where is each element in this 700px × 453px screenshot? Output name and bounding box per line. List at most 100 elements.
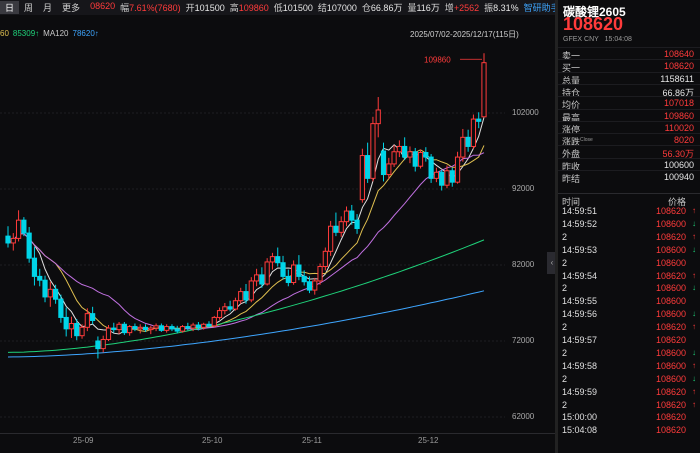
- period-tab[interactable]: 更多: [62, 3, 81, 13]
- ma-legend-item: MA120: [43, 29, 69, 38]
- tick-row: 14:59:53 108600 ↓: [558, 244, 700, 257]
- quote-field-label: 结: [317, 3, 327, 13]
- tick-direction-icon: ↓: [692, 218, 696, 228]
- period-tab[interactable]: 日: [0, 1, 20, 14]
- x-axis: 25-09 25-10 25-11 25-12: [0, 433, 555, 453]
- tick-time: 14:59:58: [562, 360, 598, 371]
- quote-row: 持仓 66.86万: [558, 83, 700, 98]
- ma-legend-item: 85309↑: [12, 29, 40, 38]
- y-tick-label: 62000: [512, 412, 535, 421]
- candle-body: [465, 136, 471, 147]
- tick-price: 108600: [655, 218, 686, 229]
- tick-time: 14:59:55: [562, 296, 598, 307]
- candle-body: [248, 280, 254, 301]
- tick-price: 108620: [655, 335, 686, 345]
- candle-body: [179, 326, 186, 332]
- candle-body: [375, 109, 381, 125]
- collapse-sidebar-button[interactable]: ‹: [547, 252, 557, 274]
- quote-field-label: 低: [273, 3, 283, 13]
- tick-row: 2 108600 ↓: [558, 282, 700, 295]
- kline-chart[interactable]: 109860: [0, 40, 545, 433]
- quote-row: 昨结 100940: [558, 170, 700, 184]
- quote-field-value: 8.31%: [493, 3, 519, 13]
- quote-value: 100940: [663, 172, 694, 182]
- candle-body: [317, 266, 323, 282]
- toolbar-button[interactable]: 智研助手: [523, 3, 560, 13]
- quote-label: 昨结: [562, 174, 581, 184]
- quote-label-sup: Close: [580, 137, 593, 144]
- candle-body: [53, 288, 59, 300]
- tick-price: 108620: [655, 270, 686, 281]
- tick-row: 14:59:56 108600 ↓: [558, 308, 700, 321]
- quote-field: 仓66.86万: [362, 1, 403, 14]
- quote-field: 增+2562: [445, 1, 479, 14]
- period-tab[interactable]: 周: [24, 3, 34, 13]
- quote-field-label: 开: [185, 3, 195, 13]
- candle-body: [417, 152, 424, 167]
- quote-field-value: 101500: [282, 3, 313, 13]
- candle-body: [68, 323, 75, 330]
- candle-body: [169, 326, 175, 330]
- period-tab[interactable]: 月: [43, 3, 53, 13]
- quote-field: 结107000: [318, 1, 357, 14]
- tick-direction-icon: ↑: [692, 231, 696, 241]
- candle-body: [79, 326, 85, 337]
- tick-direction-icon: ↓: [692, 347, 696, 357]
- candle-body: [333, 225, 339, 233]
- tick-time: 14:59:54: [562, 270, 598, 281]
- candle-body: [312, 280, 318, 291]
- candle-body: [444, 170, 450, 186]
- candle-body: [338, 221, 344, 233]
- candle-body: [253, 274, 260, 282]
- quote-value: 108620: [663, 61, 694, 72]
- quote-label: 外盘: [562, 149, 581, 160]
- candle-body: [211, 316, 217, 327]
- quote-row: 均价 107018: [558, 96, 700, 110]
- candle-body: [148, 327, 154, 331]
- ticks-header: 时间 价格: [558, 193, 700, 207]
- candle-body: [412, 151, 418, 167]
- candle-body: [142, 326, 149, 331]
- ma-legend-item: 60: [0, 29, 9, 38]
- quote-field-label: 幅: [120, 3, 130, 13]
- candle-body: [481, 62, 487, 118]
- quote-value: 1158611: [660, 73, 694, 84]
- tick-direction-icon: ↑: [692, 399, 696, 409]
- tick-direction-icon: ↓: [692, 373, 696, 383]
- quote-row: 买一 108620: [558, 59, 700, 73]
- quote-field-label: 振: [484, 3, 494, 13]
- quote-value: 110020: [664, 122, 694, 133]
- tick-row: 14:59:58 108600 ↑: [558, 360, 700, 373]
- quote-label: 总量: [562, 75, 581, 86]
- tick-time: 2: [562, 283, 568, 294]
- tick-direction-icon: ↑: [692, 270, 696, 280]
- quote-row: 昨收 100600: [558, 157, 700, 172]
- tick-price: 108620: [655, 412, 686, 423]
- candle-body: [291, 264, 297, 283]
- candle-body: [105, 327, 112, 340]
- quote-value: 109860: [663, 110, 694, 121]
- ma-legend-item: 78620↑: [72, 29, 99, 38]
- candle-body: [264, 261, 270, 285]
- quote-field-value: 109860: [238, 3, 269, 13]
- tick-price: 108600: [655, 347, 686, 358]
- candle-body: [402, 145, 408, 158]
- candle-body: [396, 145, 402, 153]
- ma-legend: 60 85309↑ MA120 78620↑: [0, 29, 99, 40]
- candle-body: [195, 324, 202, 328]
- candle-body: [158, 325, 164, 331]
- tick-row: 2 108600 ↓: [558, 373, 700, 386]
- tick-price: 108600: [655, 257, 686, 268]
- tick-direction-icon: ↓: [692, 283, 696, 293]
- candle-body: [90, 313, 96, 321]
- candle-body: [116, 323, 122, 331]
- quote-label: 卖一: [562, 51, 581, 61]
- tick-price: 108620: [655, 206, 686, 216]
- candle-body: [201, 323, 207, 328]
- tick-price: 108600: [655, 360, 686, 371]
- candle-body: [164, 326, 170, 331]
- candle-body: [301, 275, 307, 283]
- tick-direction-icon: ↑: [692, 322, 696, 332]
- quote-summary: 08620 幅7.61%(7680) 开101500 高109860 低101500 结1…: [85, 1, 519, 14]
- candle-body: [423, 152, 429, 158]
